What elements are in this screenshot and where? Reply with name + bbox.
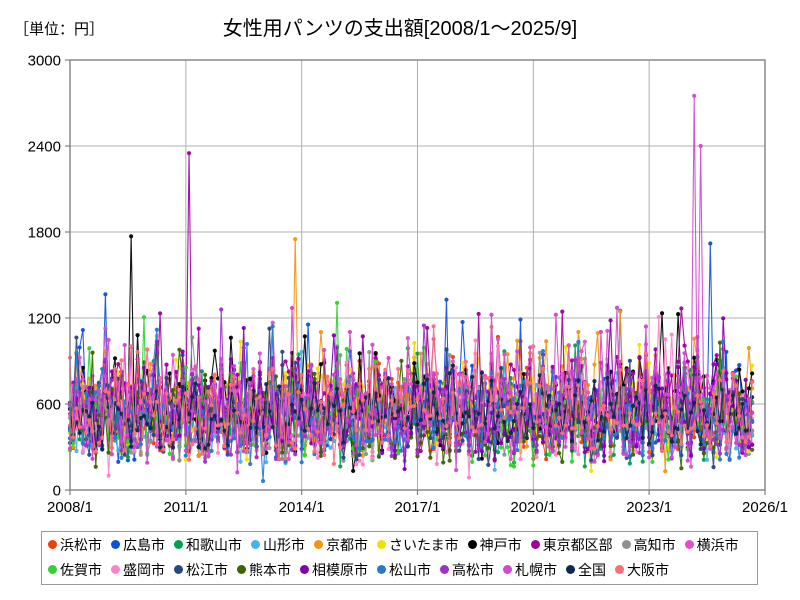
x-tick-label: 2023/1 [626, 499, 672, 516]
legend-label: 広島市 [123, 536, 165, 553]
legend-label: 松江市 [186, 561, 228, 578]
x-tick-label: 2026/1 [742, 499, 788, 516]
y-tick-label: 2400 [28, 139, 61, 156]
legend-item-佐賀市[interactable]: 佐賀市 [48, 563, 102, 577]
legend-marker-icon [615, 565, 624, 574]
legend-item-全国[interactable]: 全国 [566, 563, 606, 577]
series-19 [67, 324, 755, 466]
x-tick-label: 2020/1 [510, 499, 556, 516]
legend-item-松山市[interactable]: 松山市 [377, 563, 431, 577]
legend-item-札幌市[interactable]: 札幌市 [503, 563, 557, 577]
legend-item-横浜市[interactable]: 横浜市 [684, 536, 739, 553]
legend-marker-icon [174, 565, 183, 574]
series-lines [67, 93, 755, 484]
legend-label: 全国 [578, 561, 606, 578]
x-tick-label: 2008/1 [47, 499, 93, 516]
legend-marker-icon [503, 565, 512, 574]
x-axis-ticks: 2008/1 2011/1 2014/1 2017/1 2020/1 2023/1 2026… [47, 490, 788, 516]
y-axis-ticks: 0 600 1200 1800 2400 3000 [28, 53, 70, 500]
legend-label: 高松市 [452, 561, 494, 578]
legend-item-京都市[interactable]: 京都市 [314, 538, 368, 552]
legend-marker-icon [621, 540, 631, 549]
legend-item-広島市[interactable]: 広島市 [111, 538, 165, 552]
legend-label: 京都市 [326, 536, 368, 553]
legend-label: 神戸市 [479, 536, 522, 553]
legend-label: 佐賀市 [60, 561, 102, 578]
legend-item-高松市[interactable]: 高松市 [440, 563, 494, 577]
legend-marker-icon [377, 540, 386, 549]
legend-label: 浜松市 [60, 536, 102, 553]
legend-item-盛岡市[interactable]: 盛岡市 [111, 563, 165, 577]
legend-item-和歌山市[interactable]: 和歌山市 [174, 538, 242, 552]
legend: 浜松市 広島市 和歌山市 山形市 京都市 さいたま市 神戸市 東京都区部 高知市 横浜市 佐賀市 盛… [41, 531, 758, 585]
legend-label: 熊本市 [249, 561, 291, 578]
y-tick-label: 1800 [28, 225, 61, 242]
x-tick-label: 2014/1 [279, 499, 325, 516]
legend-label: 東京都区部 [542, 536, 613, 553]
legend-label: 松山市 [389, 561, 431, 578]
legend-label: 山形市 [263, 536, 305, 553]
legend-label: さいたま市 [389, 536, 459, 553]
legend-marker-icon [48, 540, 57, 549]
legend-marker-icon [111, 540, 120, 549]
legend-label: 相模原市 [312, 561, 368, 578]
legend-marker-icon [237, 565, 246, 574]
legend-marker-icon [48, 565, 57, 574]
y-tick-label: 1200 [28, 311, 61, 328]
legend-item-さいたま市[interactable]: さいたま市 [377, 538, 459, 552]
legend-label: 盛岡市 [123, 561, 165, 578]
legend-marker-icon [530, 540, 540, 549]
chart-title: 女性用パンツの支出額[2008/1〜2025/9] [222, 18, 578, 40]
legend-marker-icon [174, 540, 183, 549]
legend-label: 大阪市 [627, 561, 669, 578]
legend-marker-icon [440, 565, 449, 574]
x-tick-label: 2017/1 [395, 499, 441, 516]
legend-item-神戸市[interactable]: 神戸市 [467, 536, 522, 553]
legend-marker-icon [467, 540, 477, 549]
legend-label: 和歌山市 [186, 536, 242, 553]
legend-item-松江市[interactable]: 松江市 [174, 563, 228, 577]
legend-item-大阪市[interactable]: 大阪市 [615, 563, 669, 577]
legend-item-高知市[interactable]: 高知市 [621, 536, 676, 553]
legend-item-浜松市[interactable]: 浜松市 [48, 538, 102, 552]
legend-label: 高知市 [633, 536, 676, 553]
unit-label: ［単位：円］ [14, 21, 105, 38]
legend-item-熊本市[interactable]: 熊本市 [237, 563, 291, 577]
legend-marker-icon [377, 565, 386, 574]
legend-item-相模原市[interactable]: 相模原市 [300, 563, 368, 577]
legend-marker-icon [251, 540, 260, 549]
legend-marker-icon [684, 540, 694, 549]
legend-marker-icon [566, 565, 575, 574]
legend-item-山形市[interactable]: 山形市 [251, 538, 305, 552]
legend-marker-icon [314, 540, 323, 549]
legend-marker-icon [111, 565, 120, 574]
legend-label: 札幌市 [515, 561, 557, 578]
legend-marker-icon [300, 565, 309, 574]
legend-row-2: 佐賀市 盛岡市 松江市 熊本市 相模原市 松山市 高松市 札幌市 全国 大阪市 [42, 557, 757, 582]
y-tick-label: 600 [36, 397, 61, 414]
y-tick-label: 0 [53, 483, 61, 500]
legend-label: 横浜市 [696, 536, 739, 553]
legend-row-1: 浜松市 広島市 和歌山市 山形市 京都市 さいたま市 神戸市 東京都区部 高知市 横浜市 [42, 532, 757, 557]
y-tick-label: 3000 [28, 53, 61, 70]
legend-item-東京都区部[interactable]: 東京都区部 [530, 536, 613, 553]
x-tick-label: 2011/1 [163, 499, 208, 516]
